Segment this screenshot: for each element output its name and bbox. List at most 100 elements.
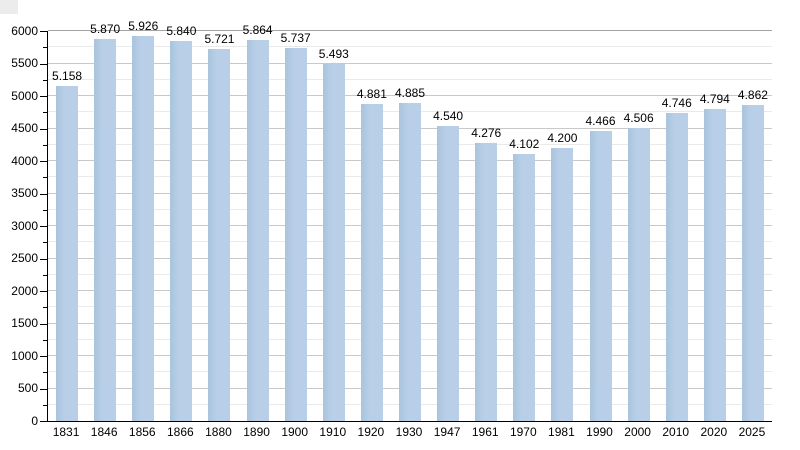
bar-2020 <box>703 109 726 421</box>
y-axis-tick-label: 4500 <box>11 121 38 135</box>
x-axis-tick-label: 1831 <box>52 425 80 439</box>
bar-1831 <box>56 85 79 421</box>
bar-value-label: 4.466 <box>585 113 616 128</box>
y-axis-tick-label: 1000 <box>11 348 38 363</box>
y-axis-tick-label: 3500 <box>11 186 38 200</box>
x-axis-tick-label: 1970 <box>509 425 537 439</box>
x-axis-tick-label: 1890 <box>243 425 270 439</box>
y-axis-major-tick <box>40 388 47 390</box>
y-axis-tick-label: 5500 <box>11 56 38 70</box>
bar-1930 <box>399 103 421 421</box>
y-axis-major-tick <box>40 226 47 227</box>
x-axis-tick-label: 1990 <box>586 425 613 439</box>
y-axis-minor-tick <box>43 47 47 49</box>
x-axis-tick-label: 1910 <box>319 425 347 439</box>
x-axis-tick-label: 2000 <box>624 425 651 439</box>
x-axis-tick-label: 1856 <box>128 425 156 439</box>
bar-1890 <box>246 39 269 421</box>
y-axis-major-tick <box>40 63 47 65</box>
bar-value-label: 5.870 <box>90 22 121 37</box>
y-axis-minor-tick <box>43 177 47 179</box>
y-axis-minor-tick <box>43 339 47 341</box>
screenshot-corner-artifact <box>0 0 18 14</box>
bar-value-label: 5.721 <box>204 32 235 47</box>
bar-1866 <box>170 41 193 421</box>
y-axis-minor-tick <box>43 144 47 146</box>
bar-value-label: 5.840 <box>166 24 197 39</box>
y-axis-major-tick <box>40 258 47 260</box>
bar-value-label: 4.794 <box>699 92 730 107</box>
x-axis-tick-label: 1920 <box>357 425 385 439</box>
bar-1990 <box>589 130 612 421</box>
y-axis-major-tick <box>40 193 47 195</box>
bar-2000 <box>627 128 650 421</box>
bar-value-label: 4.102 <box>509 137 540 152</box>
y-axis-tick-label: 6000 <box>11 23 38 38</box>
minor-gridline <box>48 78 772 80</box>
y-axis-tick-label: 2000 <box>11 283 38 298</box>
y-axis-tick-label: 3000 <box>11 218 38 233</box>
bar-1856 <box>132 35 155 421</box>
bar-value-label: 5.864 <box>242 22 273 37</box>
x-axis-tick-label: 1930 <box>395 425 423 439</box>
plot-area: 5.158 5.870 5.926 5.840 5.721 5.864 5.737 5.493… <box>47 20 772 422</box>
bar-1846 <box>94 39 117 421</box>
major-gridline <box>48 95 772 96</box>
x-axis-tick-label: 2020 <box>700 425 728 439</box>
y-axis-minor-tick <box>43 274 47 276</box>
y-axis-major-tick <box>40 291 47 292</box>
bar-1910 <box>322 63 345 421</box>
y-axis-tick-label: 4000 <box>11 153 38 168</box>
y-axis-minor-tick <box>43 307 47 309</box>
y-axis-major-tick <box>40 421 47 422</box>
bar-1880 <box>208 49 231 421</box>
x-axis-tick-label: 1880 <box>205 425 232 439</box>
bar-value-label: 4.540 <box>433 108 464 123</box>
major-gridline <box>48 62 772 64</box>
bar-2025 <box>741 104 764 421</box>
x-axis-tick-label: 1900 <box>281 425 309 439</box>
bar-value-label: 4.881 <box>356 86 387 101</box>
x-axis-tick-label: 1981 <box>548 425 575 439</box>
bar-value-label: 4.276 <box>471 126 502 141</box>
y-axis-tick-label: 1500 <box>11 316 38 330</box>
x-axis-tick-label: 1866 <box>167 425 194 439</box>
y-axis-tick-label: 500 <box>17 381 38 395</box>
y-axis-minor-tick <box>43 79 47 81</box>
bar-1961 <box>475 143 498 421</box>
y-axis-major-tick <box>40 323 47 325</box>
y-axis-major-tick <box>40 31 47 32</box>
bar-value-label: 4.200 <box>547 131 578 145</box>
x-axis-tick-label: 2010 <box>662 425 690 439</box>
bar-value-label: 4.885 <box>394 86 426 101</box>
x-axis-tick-label: 1961 <box>471 425 499 439</box>
y-axis-tick-label: 0 <box>31 413 38 428</box>
x-axis-tick-label: 1846 <box>90 425 118 439</box>
bar-value-label: 4.506 <box>623 111 654 126</box>
bar-1900 <box>284 48 307 421</box>
bar-value-label: 5.158 <box>52 68 83 83</box>
bar-value-label: 4.862 <box>737 87 768 102</box>
y-axis-major-tick <box>40 96 47 97</box>
x-axis-tick-label: 2025 <box>738 425 766 439</box>
bar-1981 <box>551 148 574 421</box>
y-axis-minor-tick <box>43 404 47 406</box>
bar-value-label: 5.493 <box>318 46 349 61</box>
minor-gridline <box>48 46 772 48</box>
y-axis-minor-tick <box>43 209 47 211</box>
y-axis-major-tick <box>40 161 47 162</box>
bar-value-label: 5.737 <box>280 31 311 46</box>
y-axis-minor-tick <box>43 372 47 374</box>
x-axis-tick-label: 1947 <box>433 425 461 439</box>
bar-value-label: 5.926 <box>128 18 159 33</box>
major-gridline <box>48 30 772 31</box>
y-axis-major-tick <box>40 356 47 357</box>
bar-2010 <box>665 112 688 421</box>
y-axis-minor-tick <box>43 112 47 114</box>
bar-1947 <box>437 125 460 421</box>
y-axis-tick-label: 2500 <box>11 251 38 265</box>
y-axis-tick-label: 5000 <box>11 88 38 103</box>
bar-value-label: 4.746 <box>661 95 692 110</box>
bar-1920 <box>360 103 383 421</box>
